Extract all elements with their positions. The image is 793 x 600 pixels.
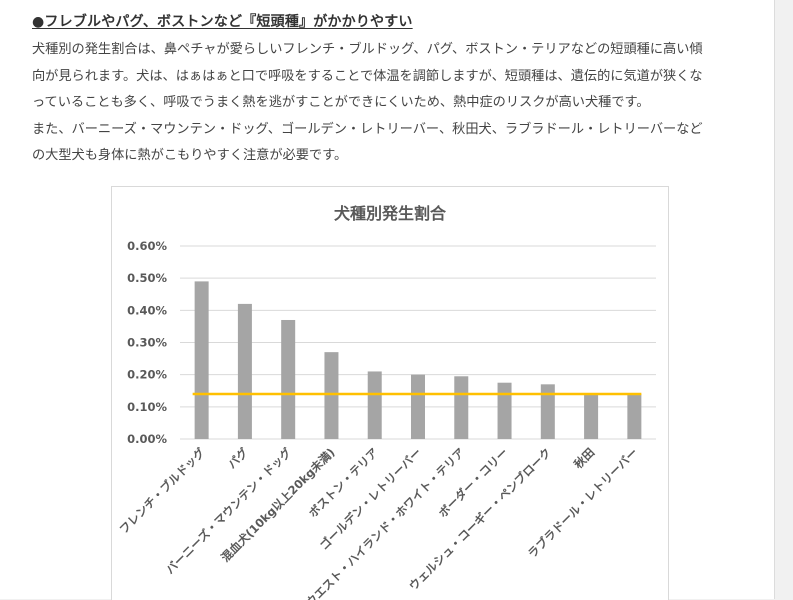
bar (281, 319, 296, 439)
bar (584, 393, 599, 439)
bar-chart: 犬種別発生割合 0.00% 0.10% 0.20% 0.30% 0.40% 0.50% 0.… (117, 204, 656, 600)
section-heading: ●フレブルやパグ、ボストンなど『短頭種』がかかりやすい (32, 14, 413, 30)
x-category-label: フレンチ・ブルドッグ (117, 445, 209, 537)
paragraph-line: の大型犬も身体に熱がこもりやすく注意が必要です。 (32, 148, 348, 163)
x-category-label: パグ (225, 445, 252, 472)
article-page: ●フレブルやパグ、ボストンなど『短頭種』がかかりやすい 犬種別の発生割合は、鼻ペ… (0, 0, 775, 600)
chart-title: 犬種別発生割合 (334, 204, 447, 223)
bar (194, 281, 209, 439)
y-tick-label: 0.10% (127, 400, 167, 414)
bar (454, 376, 469, 439)
y-tick-label: 0.30% (127, 336, 167, 350)
bar (324, 352, 339, 439)
paragraph-line: また、バーニーズ・マウンテン・ドッグ、ゴールデン・レトリーバー、秋田犬、ラブラド… (32, 121, 703, 137)
chart-figure: 犬種別発生割合 0.00% 0.10% 0.20% 0.30% 0.40% 0.50% 0.… (111, 186, 669, 600)
y-tick-label: 0.60% (127, 239, 167, 253)
bar (237, 303, 252, 439)
article-paragraph: 犬種別の発生割合は、鼻ペチャが愛らしいフレンチ・ブルドッグ、パグ、ボストン・テリ… (32, 37, 748, 170)
bar (367, 371, 382, 439)
bar (497, 382, 512, 439)
paragraph-line: 犬種別の発生割合は、鼻ペチャが愛らしいフレンチ・ブルドッグ、パグ、ボストン・テリ… (32, 42, 703, 57)
y-tick-label: 0.00% (127, 432, 167, 446)
y-tick-label: 0.40% (127, 303, 167, 317)
bar (540, 384, 555, 439)
paragraph-line: っていることも多く、呼吸でうまく熱を逃がすことができにくいため、熱中症のリスクが… (32, 95, 650, 110)
bar (627, 393, 642, 439)
x-category-label: 秋田 (571, 445, 597, 471)
y-tick-label: 0.50% (127, 271, 167, 285)
x-category-label: ウエスト・ハイランド・ホワイト・テリア (303, 445, 468, 600)
paragraph-line: 向が見られます。犬は、はぁはぁと口で呼吸をすることで体温を調節しますが、短頭種は… (32, 68, 703, 84)
y-tick-label: 0.20% (127, 368, 167, 382)
bar (411, 374, 425, 439)
